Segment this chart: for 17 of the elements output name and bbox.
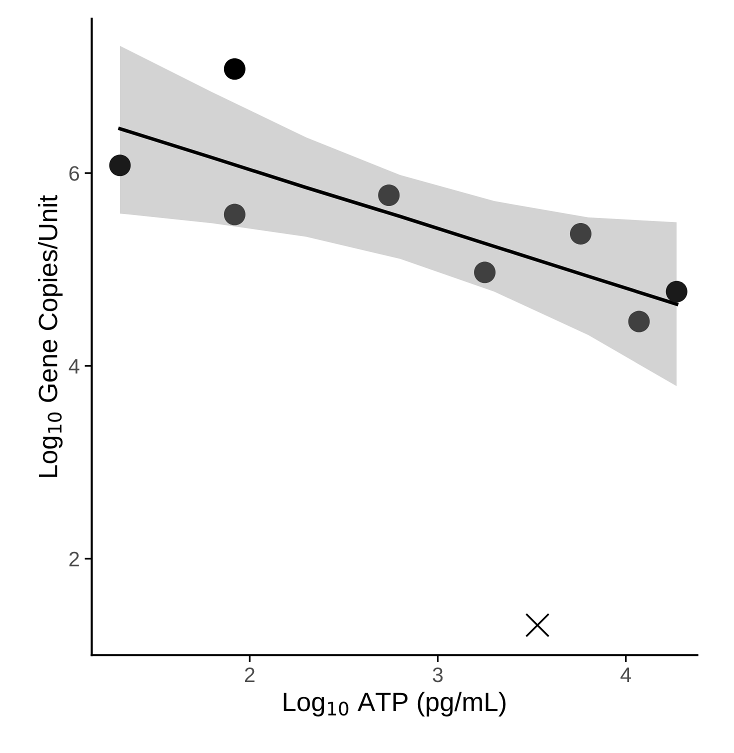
- x-tick-label: 2: [244, 667, 254, 682]
- point: [378, 184, 400, 206]
- point: [570, 223, 592, 245]
- line-series: [118, 126, 678, 306]
- y-axis-title: Log$_{10}$ Gene Copies/Unit: [38, 195, 63, 477]
- point: [474, 262, 496, 284]
- point: [628, 310, 650, 332]
- y-tick-label: 4: [68, 359, 80, 374]
- y-tick-label: 2: [69, 552, 79, 566]
- point: [109, 154, 131, 176]
- x-axis-title: Log$_{10}$ ATP (pg/mL): [284, 692, 506, 716]
- point: [525, 613, 550, 638]
- y-tick-label: 6: [69, 166, 80, 181]
- x-tick-label: 4: [620, 668, 632, 682]
- point: [224, 204, 246, 226]
- point: [666, 280, 688, 302]
- x-tick-label: 3: [432, 667, 443, 682]
